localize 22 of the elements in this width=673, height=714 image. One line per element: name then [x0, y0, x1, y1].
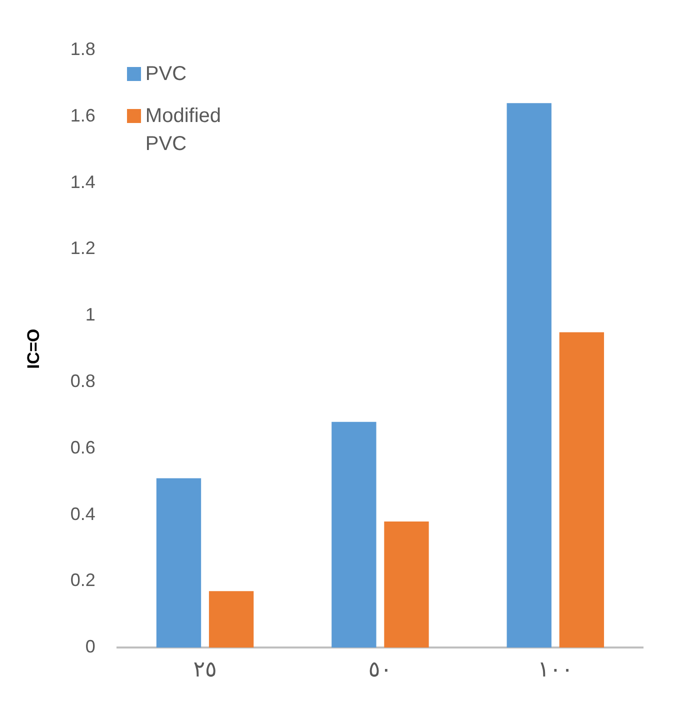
legend-label: PVC — [145, 62, 187, 87]
y-tick-label: 1.4 — [70, 172, 96, 192]
y-tick-label: 0 — [85, 636, 96, 657]
y-tick-label: 0.6 — [70, 437, 96, 458]
y-tick-label: 1.2 — [70, 238, 96, 258]
bar — [384, 521, 429, 648]
y-axis-title: IC=O — [24, 328, 43, 369]
bar — [332, 422, 376, 648]
x-tick-label: ٢٥ — [193, 658, 217, 683]
bar — [559, 332, 604, 648]
y-tick-label: 0.8 — [70, 370, 96, 391]
bar — [506, 103, 552, 648]
y-tick-label: 1.6 — [70, 105, 96, 126]
legend-label: Modified PVC — [145, 104, 222, 157]
y-tick-label: 0.4 — [70, 504, 96, 524]
y-tick-label: 0.2 — [70, 570, 96, 590]
x-tick-label: ٥٠ — [368, 658, 392, 683]
bar — [208, 591, 254, 648]
y-tick-label: 1.8 — [70, 38, 96, 59]
y-tick-label: 1 — [85, 304, 96, 325]
bar — [156, 478, 202, 648]
x-tick-label: ١٠٠ — [538, 658, 574, 683]
